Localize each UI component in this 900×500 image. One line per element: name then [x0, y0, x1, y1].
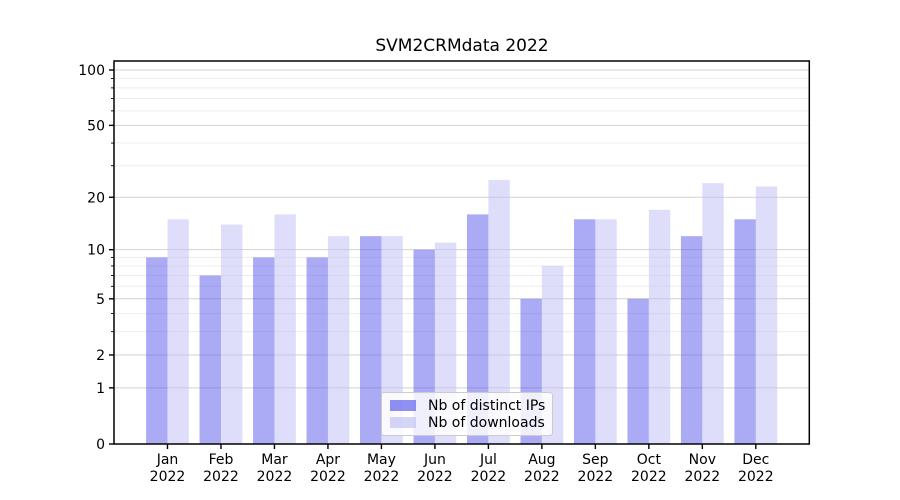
- x-axis-tick-label-month: Aug: [528, 452, 555, 468]
- x-axis-tick-label-month: Mar: [261, 452, 288, 468]
- chart-title: SVM2CRMdata 2022: [375, 36, 549, 56]
- x-axis-tick-label-month: Jul: [479, 452, 497, 468]
- x-axis-tick-label-month: Feb: [209, 452, 234, 468]
- bar-downloads-mar: [274, 214, 296, 444]
- bar-distinct-ips-mar: [253, 257, 275, 444]
- y-axis-tick-label: 20: [87, 190, 105, 206]
- x-axis-tick-label-month: Jun: [423, 452, 446, 468]
- legend-item-downloads: Nb of downloads: [388, 414, 546, 431]
- x-axis-tick-label-year: 2022: [685, 469, 721, 485]
- legend-swatch-downloads-icon: [390, 417, 416, 428]
- bar-distinct-ips-dec: [734, 219, 756, 444]
- bar-distinct-ips-sep: [573, 219, 596, 444]
- bar-downloads-jan: [167, 219, 189, 444]
- x-axis-tick-label-year: 2022: [150, 469, 186, 485]
- bar-downloads-oct: [648, 209, 671, 444]
- x-axis-tick-label-month: Apr: [316, 452, 340, 468]
- legend-label-distinct-ips: Nb of distinct IPs: [428, 397, 546, 414]
- bar-distinct-ips-nov: [680, 236, 703, 444]
- x-axis-tick-label-year: 2022: [417, 469, 453, 485]
- bar-distinct-ips-feb: [199, 275, 221, 444]
- legend-label-downloads: Nb of downloads: [428, 414, 545, 431]
- bar-downloads-feb: [220, 224, 243, 444]
- x-axis-tick-label-month: Jan: [156, 452, 179, 468]
- x-axis-tick-label-year: 2022: [524, 469, 560, 485]
- x-axis-tick-label-month: May: [367, 452, 396, 468]
- bar-downloads-may: [381, 236, 403, 444]
- y-axis-tick-label: 50: [87, 118, 105, 134]
- legend: Nb of distinct IPs Nb of downloads: [381, 392, 553, 436]
- bar-downloads-nov: [702, 183, 724, 444]
- x-axis-tick-label-month: Dec: [742, 452, 769, 468]
- bar-downloads-jul: [488, 179, 510, 444]
- x-axis-tick-label-month: Sep: [582, 452, 609, 468]
- legend-swatch-distinct-ips-icon: [390, 400, 416, 411]
- x-axis-tick-label-year: 2022: [578, 469, 614, 485]
- y-axis-tick-label: 100: [78, 63, 105, 79]
- plot-frame: [113, 60, 811, 445]
- x-axis-tick-label-year: 2022: [364, 469, 400, 485]
- x-axis-tick-label-month: Oct: [637, 452, 662, 468]
- bar-distinct-ips-oct: [627, 298, 649, 444]
- x-axis-tick-label-year: 2022: [738, 469, 774, 485]
- bar-downloads-dec: [755, 186, 778, 444]
- x-axis-tick-label-year: 2022: [257, 469, 293, 485]
- bar-downloads-sep: [595, 219, 617, 444]
- bar-distinct-ips-apr: [306, 257, 328, 444]
- x-axis-tick-label-year: 2022: [203, 469, 239, 485]
- bar-downloads-apr: [327, 236, 350, 444]
- bar-distinct-ips-jan: [146, 257, 168, 444]
- y-axis-tick-label: 1: [96, 381, 105, 397]
- y-axis-tick-label: 5: [96, 292, 105, 308]
- y-axis-tick-label: 10: [87, 243, 105, 259]
- x-axis-tick-label-year: 2022: [310, 469, 346, 485]
- y-axis-tick-label: 2: [96, 348, 105, 364]
- bar-distinct-ips-may: [360, 236, 382, 444]
- bar-distinct-ips-jul: [466, 214, 489, 444]
- x-axis-tick-label-year: 2022: [471, 469, 507, 485]
- x-axis-tick-label-year: 2022: [631, 469, 667, 485]
- x-axis-tick-label-month: Nov: [689, 452, 716, 468]
- legend-item-distinct-ips: Nb of distinct IPs: [388, 397, 546, 414]
- y-axis-tick-label: 0: [96, 437, 105, 453]
